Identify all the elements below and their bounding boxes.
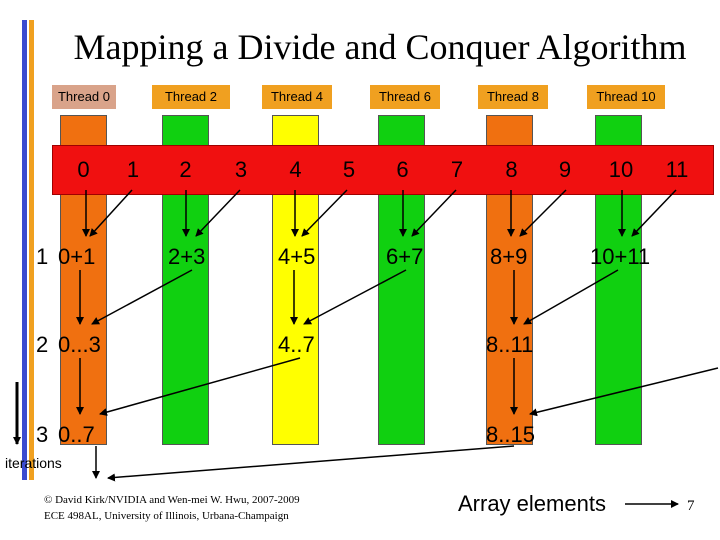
partial-sum-8-15: 8..15 <box>486 422 535 447</box>
partial-sum-8-9: 8+9 <box>490 244 528 269</box>
left-accent-bar-blue <box>22 20 27 480</box>
partial-sum-8-11: 8..11 <box>486 332 534 357</box>
thread-label-0: Thread 0 <box>52 85 116 109</box>
partial-sum-0-1: 0+1 <box>58 244 96 269</box>
partial-sum-0-3: 0...3 <box>58 332 101 357</box>
iteration-number-1: 1 <box>36 244 49 269</box>
partial-sum-2-3: 2+3 <box>168 244 206 269</box>
page-number: 7 <box>687 498 695 514</box>
iteration-number-3: 3 <box>36 422 49 447</box>
array-element-2: 2 <box>179 157 192 182</box>
partial-sum-4-7: 4..7 <box>278 332 315 357</box>
footer-line-1: © David Kirk/NVIDIA and Wen-mei W. Hwu, … <box>44 494 300 506</box>
array-row <box>52 145 714 195</box>
slide-title: Mapping a Divide and Conquer Algorithm <box>73 27 687 67</box>
array-element-11: 11 <box>665 157 689 182</box>
copyright-footer: © David Kirk/NVIDIA and Wen-mei W. Hwu, … <box>44 492 300 524</box>
footer-line-2: ECE 498AL, University of Illinois, Urban… <box>44 510 289 522</box>
arrow-815-to-next <box>107 445 515 482</box>
array-element-7: 7 <box>450 157 464 182</box>
partial-sum-6-7: 6+7 <box>386 244 424 269</box>
left-accent-bar-orange <box>29 20 34 480</box>
array-element-0: 0 <box>77 157 90 182</box>
thread-label-6: Thread 6 <box>370 85 440 109</box>
iteration-number-2: 2 <box>36 332 49 357</box>
array-element-6: 6 <box>396 157 409 182</box>
partial-sum-4-5: 4+5 <box>278 244 316 269</box>
thread-label-4: Thread 4 <box>262 85 332 109</box>
array-element-10: 10 <box>608 157 634 182</box>
partial-sum-0-7: 0..7 <box>58 422 95 447</box>
array-elements-label: Array elements <box>458 491 606 516</box>
partial-sum-10-11: 10+11 <box>590 244 651 269</box>
array-element-9: 9 <box>558 157 572 182</box>
array-element-1: 1 <box>126 157 140 182</box>
array-element-4: 4 <box>289 157 302 182</box>
iterations-label: iterations <box>5 455 62 471</box>
array-element-3: 3 <box>234 157 248 182</box>
array-element-5: 5 <box>342 157 356 182</box>
thread-label-8: Thread 8 <box>478 85 548 109</box>
thread-label-10: Thread 10 <box>587 85 665 109</box>
array-element-8: 8 <box>505 157 518 182</box>
thread-label-2: Thread 2 <box>152 85 230 109</box>
